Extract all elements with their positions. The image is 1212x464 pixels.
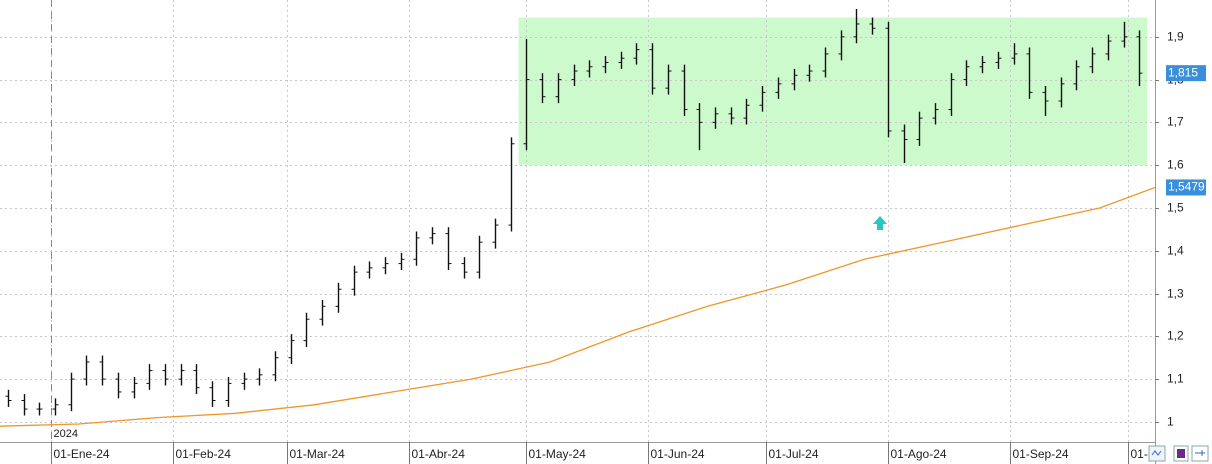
- y-tick-label: 1: [1167, 415, 1174, 429]
- y-tick-label: 1,5: [1167, 201, 1184, 215]
- y-tick-label: 1,7: [1167, 115, 1184, 129]
- signal-arrow: [873, 216, 887, 230]
- highlight-zone: [518, 17, 1148, 166]
- x-tick-label: 01-Jul-24: [769, 447, 819, 461]
- y-tick-label: 1,2: [1167, 329, 1184, 343]
- x-tick-label: 01-Feb-24: [176, 447, 232, 461]
- y-tick-label: 1,4: [1167, 244, 1184, 258]
- x-tick-label: 01-Jun-24: [651, 447, 705, 461]
- y-tick-label: 1,6: [1167, 158, 1184, 172]
- x-tick-label: 01-: [1131, 447, 1148, 461]
- toolbar-icon: [1151, 450, 1162, 456]
- toolbar-icon: [1195, 450, 1205, 456]
- y-tick-label: 1,9: [1167, 30, 1184, 44]
- price-label-box: [1166, 179, 1206, 196]
- price-label: 1,5479: [1168, 180, 1205, 194]
- y-tick-label: 1,3: [1167, 287, 1184, 301]
- x-tick-label: 01-Ago-24: [891, 447, 947, 461]
- x-tick-label: 01-Abr-24: [412, 447, 466, 461]
- price-label-box: [1166, 65, 1206, 82]
- x-tick-label: 01-Mar-24: [290, 447, 346, 461]
- toolbar-icon: [1177, 449, 1185, 458]
- x-tick-label: 01-Ene-24: [54, 447, 110, 461]
- y-tick-label: 1,1: [1167, 372, 1184, 386]
- price-label: 1,815: [1168, 65, 1198, 79]
- year-label: 2024: [54, 428, 78, 440]
- x-tick-label: 01-Sep-24: [1013, 447, 1069, 461]
- moving-average-line: [0, 186, 1156, 427]
- x-tick-label: 01-May-24: [529, 447, 587, 461]
